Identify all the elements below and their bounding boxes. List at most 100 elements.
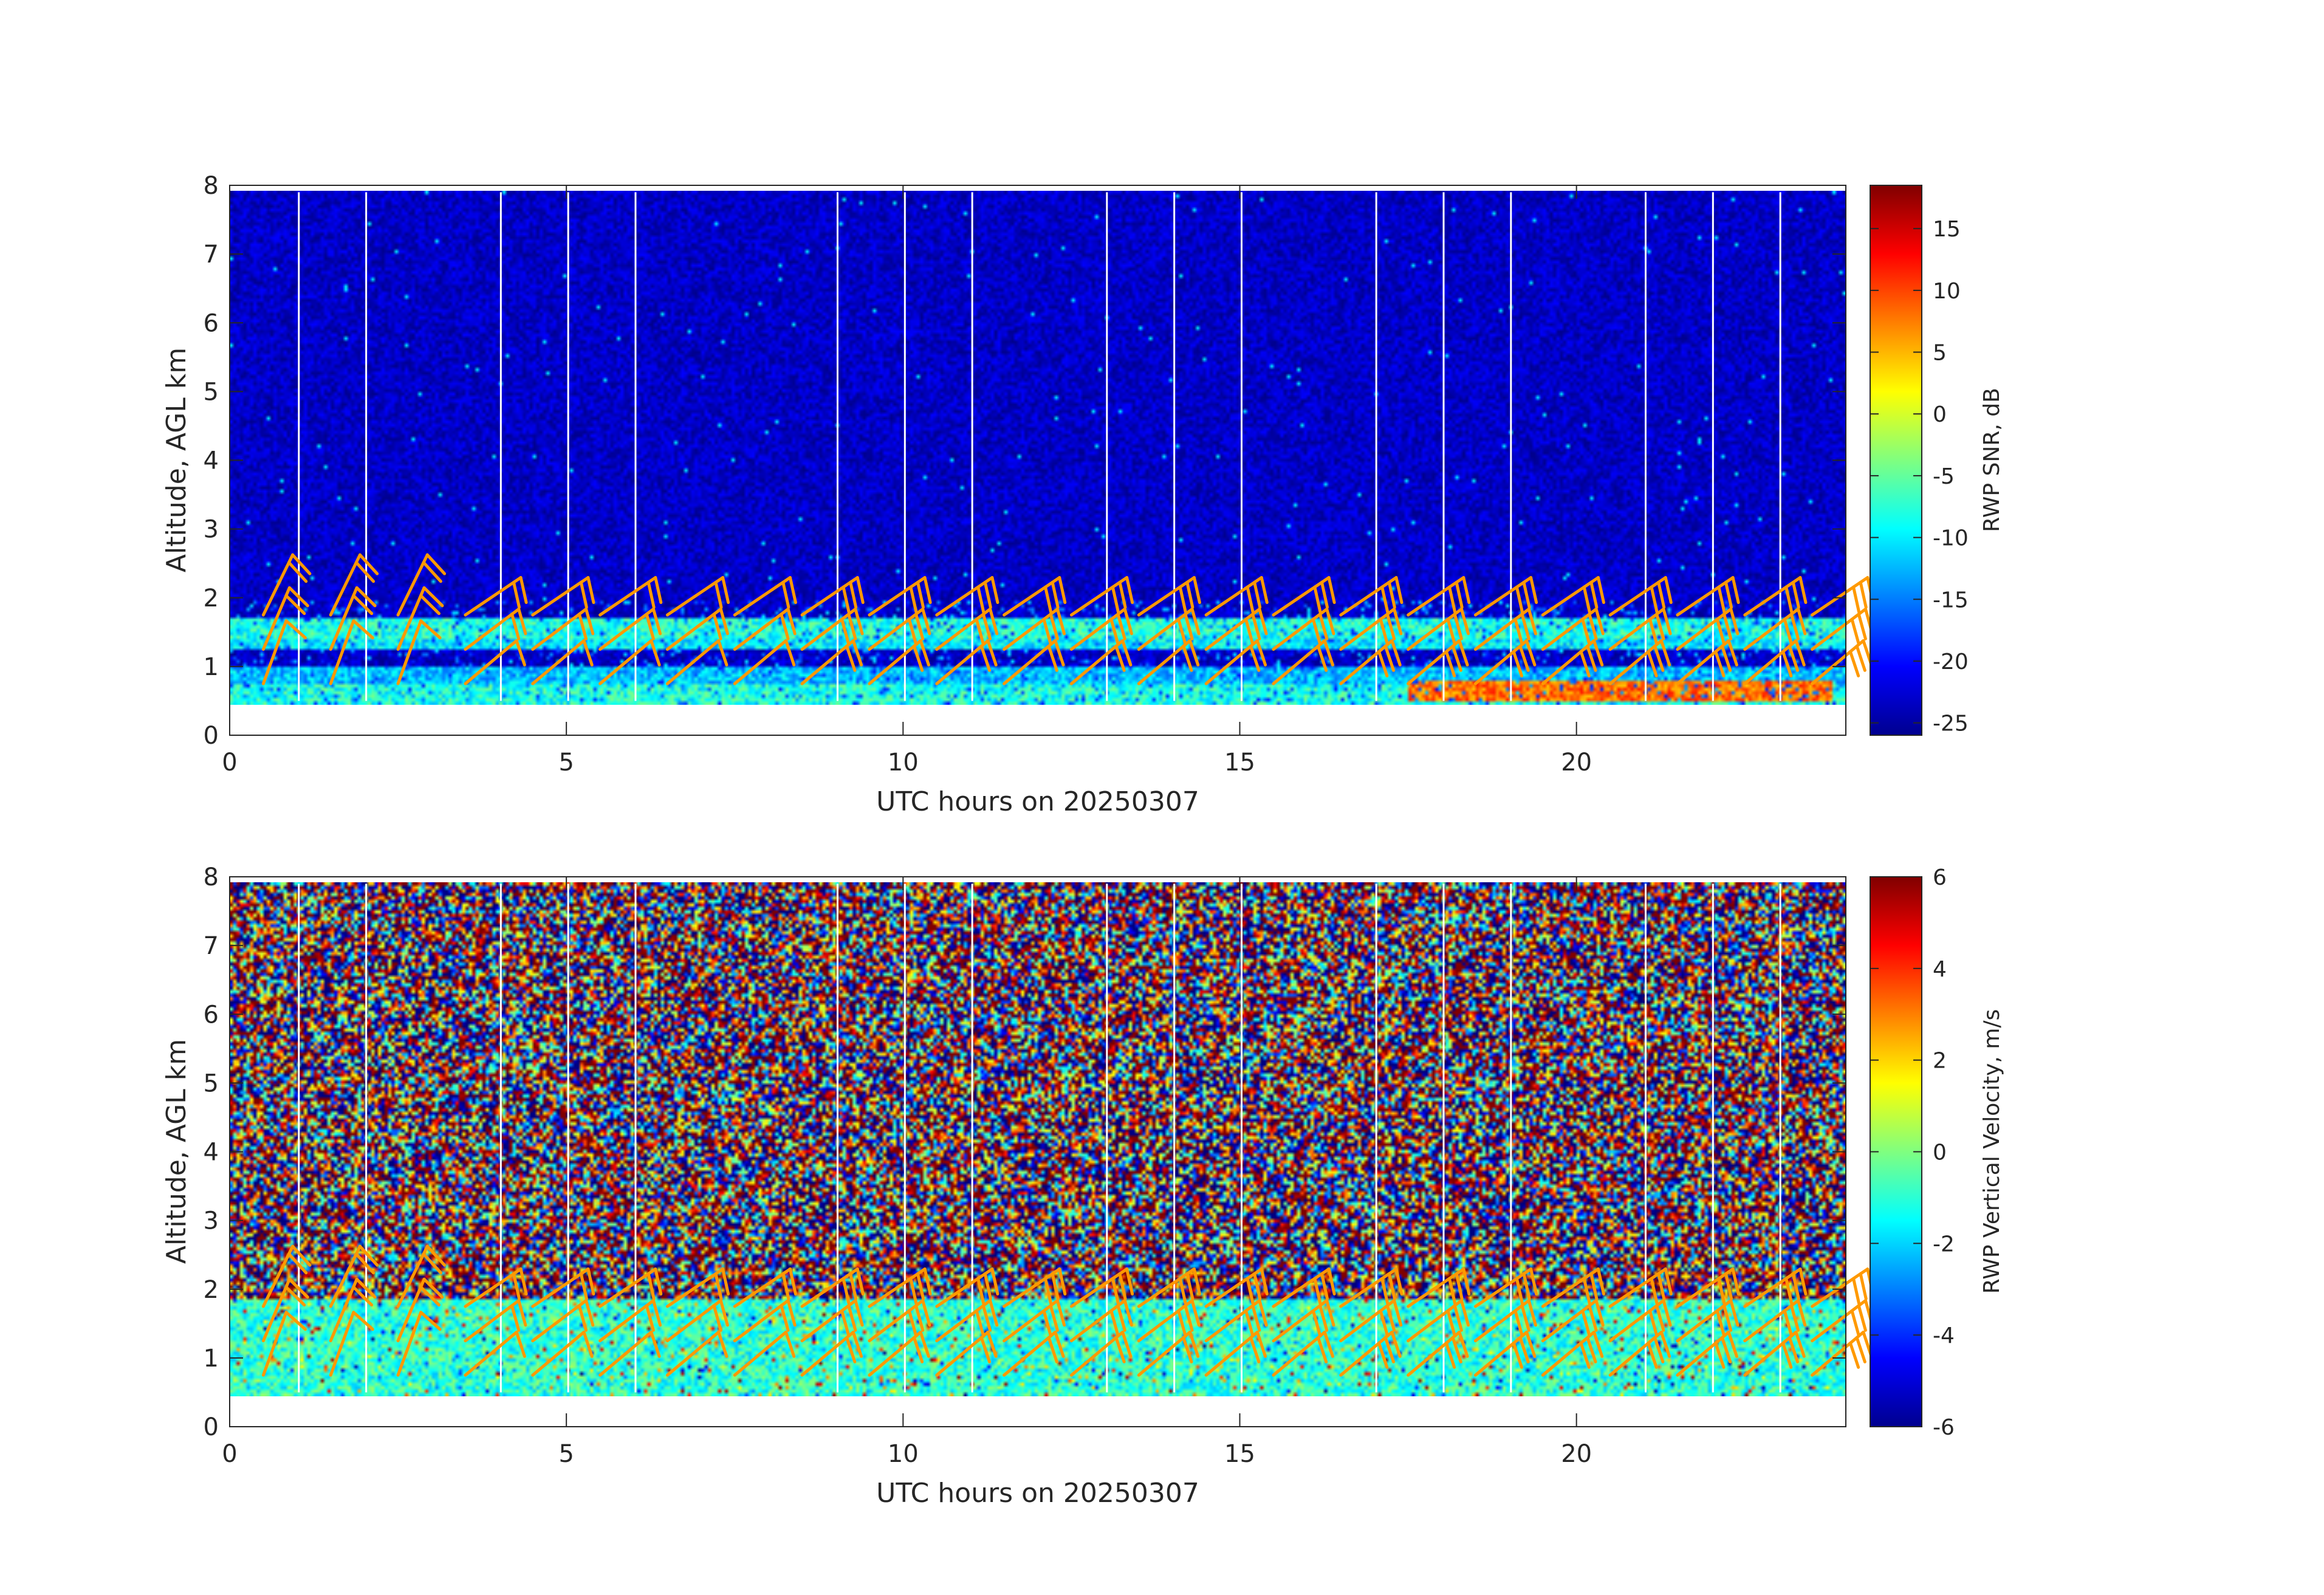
wind-barb	[1743, 639, 1806, 685]
x-tick-label: 15	[1224, 1440, 1255, 1468]
y-tick-label: 8	[204, 172, 219, 200]
wind-barb	[665, 1267, 730, 1308]
wind-barb	[1272, 607, 1335, 651]
snr-y-axis-label: Altitude, AGL km	[161, 348, 192, 572]
wind-barb	[1069, 1298, 1133, 1343]
wind-barb	[1541, 639, 1604, 685]
snr-x-axis-label: UTC hours on 20250307	[876, 786, 1199, 817]
wind-barb	[329, 619, 374, 685]
snr-x-ticks: 0 5 10 15 20	[222, 185, 1592, 777]
wind-barb	[665, 639, 728, 685]
wind-barb	[1137, 1298, 1201, 1343]
wind-barb	[531, 1298, 595, 1343]
wind-barb	[800, 1298, 864, 1343]
wind-barb	[1608, 639, 1671, 685]
colorbar-tick-label: 10	[1933, 279, 1961, 304]
wind-barb	[464, 1298, 527, 1343]
x-tick-label: 20	[1561, 749, 1592, 777]
wind-barb	[261, 1311, 307, 1377]
wind-barb	[1204, 576, 1269, 617]
wind-barb	[531, 639, 594, 685]
wind-barb	[935, 639, 998, 685]
wind-barb	[800, 1267, 865, 1308]
snr-colorbar-label: RWP SNR, dB	[1980, 388, 2004, 532]
y-tick-label: 7	[204, 932, 219, 960]
y-tick-label: 5	[204, 378, 219, 406]
wind-barb	[329, 586, 377, 651]
wind-barb	[665, 607, 729, 651]
wind-barb	[1473, 639, 1537, 685]
wind-barb	[261, 619, 307, 685]
colorbar-tick-label: 15	[1933, 217, 1961, 242]
wind-barb	[261, 1244, 312, 1308]
wind-barb	[531, 1267, 595, 1308]
wind-barb	[396, 1244, 447, 1308]
wind-barb	[733, 1330, 796, 1377]
wind-barb	[1003, 607, 1066, 651]
snr-colorbar-ticks: -25 -20 -15 -10 -5 0 5 10 15	[1870, 217, 1969, 736]
wind-barb	[935, 1298, 999, 1343]
colorbar-tick-label: 5	[1933, 341, 1947, 366]
wind-barb	[598, 639, 661, 685]
wind-barb	[1608, 576, 1673, 617]
velocity-x-axis-label: UTC hours on 20250307	[876, 1478, 1199, 1509]
wind-barb	[868, 1298, 931, 1343]
wind-barb	[1608, 1267, 1673, 1308]
colorbar-tick-label: 6	[1933, 865, 1947, 890]
wind-barb	[329, 1244, 379, 1308]
wind-barb	[1339, 639, 1402, 685]
wind-barb	[935, 607, 999, 651]
wind-barb	[1407, 639, 1469, 685]
wind-barb	[868, 576, 932, 617]
colorbar-tick-label: 0	[1933, 1141, 1947, 1165]
colorbar-tick-label: -15	[1933, 588, 1969, 612]
x-tick-label: 5	[558, 749, 574, 777]
wind-barb	[1473, 1330, 1537, 1377]
wind-barb	[1069, 639, 1133, 685]
wind-barb	[733, 639, 796, 685]
x-tick-label: 20	[1561, 1440, 1592, 1468]
wind-barb	[396, 553, 447, 617]
wind-barb	[1339, 607, 1403, 651]
colorbar-tick-label: -20	[1933, 650, 1969, 674]
wind-barb	[1541, 1330, 1604, 1377]
wind-barb	[1743, 1330, 1806, 1377]
wind-barb	[1473, 1298, 1537, 1343]
wind-barb	[1473, 607, 1537, 651]
velocity-y-ticks: 0 1 2 3 4 5 6 7 8	[204, 863, 1846, 1441]
wind-barb	[935, 576, 999, 617]
wind-barb	[1003, 576, 1067, 617]
wind-barb	[464, 1267, 528, 1308]
y-tick-label: 6	[204, 1001, 219, 1029]
colorbar-tick-label: -5	[1933, 464, 1955, 489]
x-tick-label: 0	[222, 749, 237, 777]
wind-barb	[733, 1267, 797, 1308]
wind-barb	[1676, 576, 1740, 617]
wind-barb	[464, 1330, 526, 1377]
wind-barb	[329, 1311, 374, 1377]
wind-barb	[1407, 607, 1470, 651]
wind-barb	[868, 1267, 932, 1308]
wind-barb	[1137, 607, 1201, 651]
y-tick-label: 5	[204, 1069, 219, 1097]
wind-barb	[1003, 639, 1065, 685]
snr-panel: 0 5 10 15 20 0 1 2 3 4 5 6 7 8 UTC hours on 20250307…	[161, 172, 2004, 817]
wind-barb	[1407, 1298, 1470, 1343]
wind-barb	[261, 1277, 309, 1343]
wind-barb	[598, 1298, 662, 1343]
x-tick-label: 10	[888, 1440, 919, 1468]
y-tick-label: 8	[204, 863, 219, 891]
wind-barb	[1407, 576, 1471, 617]
colorbar-tick-label: 2	[1933, 1049, 1947, 1074]
x-tick-label: 0	[222, 1440, 237, 1468]
wind-barb	[531, 1330, 594, 1377]
y-tick-label: 1	[204, 653, 219, 681]
wind-barb	[1541, 1267, 1605, 1308]
y-tick-label: 1	[204, 1345, 219, 1373]
velocity-y-axis-label: Altitude, AGL km	[161, 1039, 192, 1264]
wind-barb	[665, 1298, 729, 1343]
wind-barb	[733, 607, 797, 651]
wind-barb	[329, 553, 379, 617]
y-tick-label: 2	[204, 585, 219, 612]
